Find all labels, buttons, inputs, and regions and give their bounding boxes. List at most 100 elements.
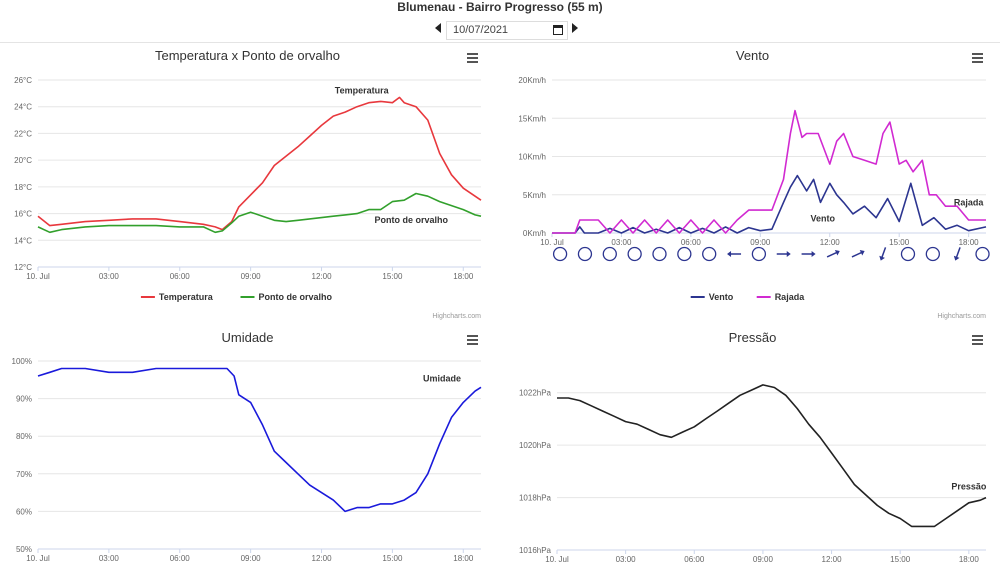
y-tick-label: 24°C <box>14 103 32 112</box>
menu-icon-bar[interactable] <box>467 339 478 341</box>
wind-direction-icon <box>727 251 742 257</box>
wind-direction-icon <box>953 247 961 261</box>
legend-label: Ponto de orvalho <box>259 292 333 302</box>
x-tick-label: 09:00 <box>241 272 262 281</box>
highcharts-credit[interactable]: Highcharts.com <box>432 313 481 320</box>
next-day-button[interactable] <box>572 23 578 33</box>
wind-arrow-head <box>786 251 791 257</box>
series-label-rajada: Rajada <box>954 197 985 207</box>
menu-icon-bar[interactable] <box>972 61 983 63</box>
y-tick-label: 16°C <box>14 210 32 219</box>
y-tick-label: 1022hPa <box>519 389 552 398</box>
menu-icon-bar[interactable] <box>467 57 478 59</box>
legend-item-rajada[interactable]: Rajada <box>756 292 806 302</box>
legend: Vento Rajada <box>690 292 806 302</box>
wind-direction-icon <box>851 250 865 258</box>
x-tick-label: 09:00 <box>750 238 771 247</box>
wind-calm-icon <box>900 246 916 262</box>
chart-title: Temperatura x Ponto de orvalho <box>155 48 340 63</box>
legend-item-vento[interactable]: Vento <box>690 292 734 302</box>
wind-arrow-head <box>834 250 840 256</box>
y-tick-label: 14°C <box>14 236 32 245</box>
series-label-umidade: Umidade <box>423 374 461 384</box>
series-line-rajada <box>552 109 986 234</box>
wind-calm-icon <box>627 246 642 262</box>
y-tick-label: 15Km/h <box>518 114 546 123</box>
x-tick-label: 09:00 <box>241 554 262 563</box>
x-tick-label: 18:00 <box>453 554 474 563</box>
x-tick-label: 15:00 <box>382 272 403 281</box>
x-tick-label: 18:00 <box>959 238 980 247</box>
menu-icon[interactable] <box>467 335 478 345</box>
wind-direction-icon <box>826 250 840 258</box>
wind-calm-icon <box>751 246 767 262</box>
series-line-umidade <box>37 367 482 513</box>
x-tick-label: 15:00 <box>889 238 910 247</box>
chart-wind: Vento 0Km/h 5Km/h 10Km/h 15Km/h 20Km/h 10. Jul… <box>505 43 1000 323</box>
y-tick-label: 90% <box>16 395 32 404</box>
x-tick-label: 03:00 <box>99 272 120 281</box>
menu-icon-bar[interactable] <box>972 57 983 59</box>
menu-icon[interactable] <box>972 335 983 345</box>
y-tick-label: 5Km/h <box>523 191 546 200</box>
series-label-press-o: Pressão <box>951 482 987 492</box>
series-line-ponto-de-orvalho <box>37 192 482 234</box>
legend-label: Rajada <box>775 292 806 302</box>
wind-calm-icon <box>652 246 667 262</box>
station-title: Blumenau - Bairro Progresso (55 m) <box>397 0 603 14</box>
y-tick-label: 22°C <box>14 129 32 138</box>
wind-direction-icon <box>801 251 816 257</box>
y-tick-label: 80% <box>16 432 32 441</box>
series-label-temperatura: Temperatura <box>335 85 390 95</box>
wind-calm-icon <box>702 246 717 262</box>
x-tick-label: 10. Jul <box>26 554 50 563</box>
legend-item-ponto-de-orvalho[interactable]: Ponto de orvalho <box>240 292 333 302</box>
wind-calm-icon <box>552 246 568 262</box>
menu-icon[interactable] <box>972 53 983 63</box>
legend-label: Temperatura <box>159 292 214 302</box>
wind-calm-icon <box>602 246 617 262</box>
y-tick-label: 20°C <box>14 156 32 165</box>
chart-humidity: Umidade 50% 60% 70% 80% 90% 100% 10. Jul 03:00 06… <box>0 325 495 567</box>
x-tick-label: 09:00 <box>753 555 774 564</box>
menu-icon-bar[interactable] <box>972 343 983 345</box>
wind-calm-icon <box>577 246 593 262</box>
y-tick-label: 20Km/h <box>518 76 546 85</box>
x-tick-label: 12:00 <box>312 272 333 281</box>
x-tick-label: 10. Jul <box>540 238 564 247</box>
wind-arrow-head <box>859 250 865 256</box>
wind-arrow-shaft <box>826 251 839 258</box>
legend-item-temperatura[interactable]: Temperatura <box>140 292 214 302</box>
date-value: 10/07/2021 <box>453 24 509 36</box>
x-tick-label: 18:00 <box>959 555 980 564</box>
menu-icon-bar[interactable] <box>467 53 478 55</box>
wind-arrow-head <box>811 251 816 257</box>
menu-icon-bar[interactable] <box>972 53 983 55</box>
chart-title: Pressão <box>729 330 777 345</box>
y-tick-label: 18°C <box>14 183 32 192</box>
wind-calm-icon <box>677 246 692 262</box>
previous-day-button[interactable] <box>435 23 441 33</box>
y-tick-label: 70% <box>16 470 32 479</box>
x-tick-label: 06:00 <box>684 555 705 564</box>
menu-icon-bar[interactable] <box>972 339 983 341</box>
menu-icon-bar[interactable] <box>972 335 983 337</box>
y-tick-label: 10Km/h <box>518 153 546 162</box>
menu-icon[interactable] <box>467 53 478 63</box>
wind-direction-icon <box>776 251 791 257</box>
x-tick-label: 12:00 <box>820 238 841 247</box>
menu-icon-bar[interactable] <box>467 335 478 337</box>
chart-svg: Umidade 50% 60% 70% 80% 90% 100% 10. Jul 03:00 06… <box>12 330 482 563</box>
chart-title: Vento <box>736 48 769 63</box>
calendar-icon[interactable] <box>553 25 563 35</box>
chart-pressure: Pressão 1016hPa 1018hPa 1020hPa 1022hPa 10. J… <box>505 325 1000 567</box>
date-input[interactable]: 10/07/2021 <box>446 21 568 40</box>
y-tick-label: 60% <box>16 507 32 516</box>
x-tick-label: 06:00 <box>681 238 702 247</box>
wind-direction-icon <box>879 247 887 261</box>
menu-icon-bar[interactable] <box>467 61 478 63</box>
menu-icon-bar[interactable] <box>467 343 478 345</box>
wind-arrow-head <box>953 255 960 261</box>
highcharts-credit[interactable]: Highcharts.com <box>937 313 986 320</box>
series-label-vento: Vento <box>811 214 836 224</box>
